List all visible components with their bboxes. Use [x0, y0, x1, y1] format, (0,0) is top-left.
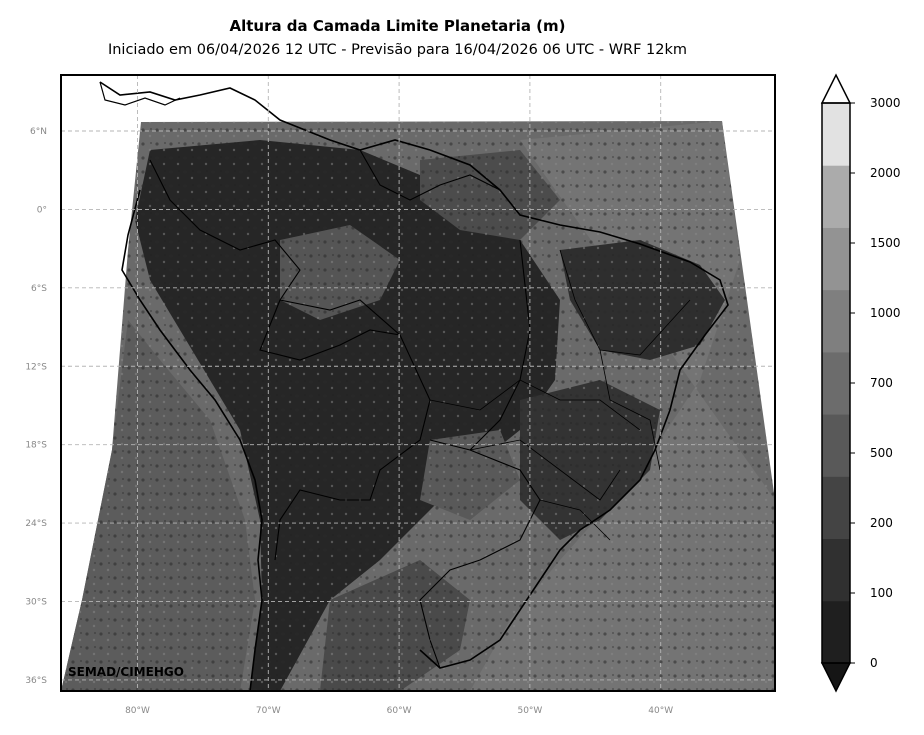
map-title: Altura da Camada Limite Planetaria (m) [229, 17, 566, 35]
lat-tick-label: 36°S [25, 676, 47, 686]
map-frame [60, 74, 776, 692]
caribbean-coast [99, 81, 181, 106]
lon-tick-label: 80°W [125, 706, 150, 716]
colorbar-segment [822, 103, 850, 166]
lon-tick-label: 70°W [256, 706, 281, 716]
colorbar-over-arrow [820, 73, 852, 104]
colorbar-tick-label: 700 [870, 376, 893, 390]
lon-tick-label: 50°W [517, 706, 542, 716]
lat-tick-label: 18°S [25, 441, 47, 451]
colorbar-tick-label: 1500 [870, 236, 901, 250]
credit-label: SEMAD/CIMEHGO [68, 665, 184, 679]
latitude-labels: 6°N 0° 6°S 12°S 18°S 24°S 30°S 36°S [25, 127, 47, 686]
colorbar: 0 100 200 500 700 1000 1500 2000 3000 [820, 73, 901, 693]
colorbar-tick-label: 100 [870, 586, 893, 600]
lon-tick-label: 40°W [648, 706, 673, 716]
gridlines [61, 75, 775, 691]
map-area [61, 81, 775, 691]
colorbar-segment [822, 351, 850, 415]
colorbar-tick-label: 1000 [870, 306, 901, 320]
longitude-labels: 80°W 70°W 60°W 50°W 40°W [125, 706, 673, 716]
colorbar-tick-label: 0 [870, 656, 878, 670]
colorbar-segment [822, 227, 850, 291]
colorbar-tick-label: 3000 [870, 96, 901, 110]
lat-tick-label: 12°S [25, 362, 47, 372]
colorbar-segment [822, 538, 850, 602]
colorbar-segment [822, 600, 850, 664]
coastlines [99, 81, 729, 691]
colorbar-segment [822, 289, 850, 353]
lat-tick-label: 0° [37, 205, 47, 215]
lat-tick-label: 30°S [25, 598, 47, 608]
colorbar-tick-label: 500 [870, 446, 893, 460]
map-subtitle: Iniciado em 06/04/2026 12 UTC - Previsão… [107, 42, 688, 58]
lat-tick-label: 6°N [30, 127, 47, 137]
lon-tick-label: 60°W [387, 706, 412, 716]
colorbar-tick-label: 200 [870, 516, 893, 530]
lat-tick-label: 6°S [31, 284, 47, 294]
colorbar-segment [822, 414, 850, 477]
colorbar-segment [822, 476, 850, 540]
country-borders [149, 149, 541, 669]
colorbar-segment [822, 165, 850, 228]
field-texture [61, 121, 775, 691]
colorbar-tick-label: 2000 [870, 166, 901, 180]
colorbar-under-arrow [820, 662, 852, 693]
state-borders [429, 249, 691, 541]
lat-tick-label: 24°S [25, 519, 47, 529]
